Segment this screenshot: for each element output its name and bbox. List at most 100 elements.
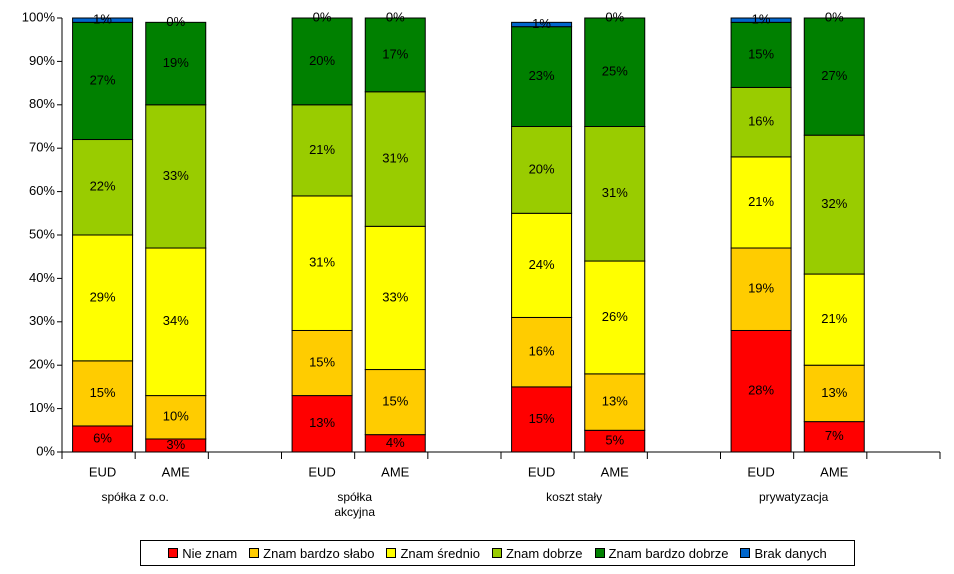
legend-item: Znam dobrze [491, 545, 583, 561]
x-tick-label: EUD [528, 464, 555, 479]
value-label: 15% [748, 46, 774, 61]
x-tick-label: EUD [308, 464, 335, 479]
bar-segment [511, 26, 573, 127]
value-label: 21% [309, 142, 335, 157]
value-label: 15% [309, 354, 335, 369]
y-tick-label: 0% [36, 443, 55, 458]
bar-segment [730, 21, 792, 88]
bar-segment [72, 234, 134, 362]
y-tick-label: 10% [29, 400, 55, 415]
value-label: 19% [748, 281, 774, 296]
value-label: 10% [163, 409, 189, 424]
value-label: 25% [602, 64, 628, 79]
legend-swatch [594, 548, 605, 558]
value-label: 15% [90, 385, 116, 400]
x-tick-label: AME [601, 464, 630, 479]
value-label: 20% [309, 53, 335, 68]
value-label: 5% [605, 433, 624, 448]
bar-segment [803, 273, 865, 366]
legend-item: Znam bardzo słabo [249, 546, 374, 561]
legend-item: Nie znam [168, 546, 237, 561]
bar-segment [145, 104, 207, 249]
y-tick-label: 60% [29, 183, 55, 198]
x-tick-label: AME [162, 464, 191, 479]
legend-item: Brak danych [740, 545, 827, 561]
bar-segment [803, 364, 865, 423]
group-label: prywatyzacja [758, 490, 829, 504]
legend-label: Brak danych [754, 545, 827, 561]
value-label: 27% [821, 68, 847, 83]
bar-segment [511, 21, 573, 28]
bar-segment [291, 329, 353, 397]
legend-swatch [168, 548, 179, 558]
y-tick-label: 50% [29, 226, 55, 241]
value-label: 23% [529, 68, 555, 83]
value-label: 1% [532, 16, 551, 31]
y-tick-label: 90% [29, 53, 55, 68]
bar-segment [364, 369, 426, 436]
bar-segment [803, 17, 865, 136]
legend-label: Znam bardzo słabo [263, 545, 375, 561]
value-label: 0% [605, 9, 624, 24]
value-label: 6% [93, 430, 112, 445]
bar-segment [145, 247, 207, 397]
value-label: 0% [386, 9, 405, 24]
bar-segment [730, 17, 792, 23]
legend-swatch [491, 548, 502, 558]
bar-segment [72, 21, 134, 141]
legend: Nie znam Znam bardzo słabo Znam średnio Zna… [140, 540, 855, 566]
value-label: 13% [602, 394, 628, 409]
value-label: 16% [748, 114, 774, 129]
value-label: 33% [382, 289, 408, 304]
bar-segment [364, 17, 426, 93]
value-label: 31% [382, 150, 408, 165]
value-label: 0% [313, 9, 332, 24]
x-tick-label: AME [381, 464, 410, 479]
value-label: 21% [821, 311, 847, 326]
bar-segment [72, 360, 134, 427]
bar-segment [145, 21, 207, 106]
legend-label: Znam dobrze [505, 545, 583, 561]
bar-segment [511, 386, 573, 453]
value-label: 34% [163, 313, 189, 328]
y-tick-label: 40% [29, 270, 55, 285]
value-label: 0% [825, 9, 844, 24]
value-label: 33% [163, 168, 189, 183]
value-label: 31% [602, 185, 628, 200]
bar-segment [803, 134, 865, 275]
bar-segment [291, 395, 353, 453]
value-label: 3% [166, 437, 185, 452]
y-tick-label: 100% [22, 9, 56, 24]
value-label: 7% [825, 428, 844, 443]
value-label: 17% [382, 46, 408, 61]
legend-swatch [249, 548, 260, 558]
bar-segment [730, 247, 792, 331]
x-tick-label: EUD [89, 464, 116, 479]
value-label: 32% [821, 196, 847, 211]
value-label: 26% [602, 309, 628, 324]
value-label: 24% [529, 257, 555, 272]
bar-segment [584, 17, 646, 127]
legend-item: Znam bardzo dobrze [594, 546, 728, 561]
bar-segment [511, 126, 573, 214]
bar-segment [145, 395, 207, 440]
value-label: 22% [90, 179, 116, 194]
bar-segment [72, 425, 134, 453]
value-label: 20% [529, 161, 555, 176]
y-tick-label: 70% [29, 140, 55, 155]
value-label: 16% [529, 344, 555, 359]
legend-item: Znam średnio [386, 546, 480, 561]
legend-swatch [386, 548, 397, 558]
value-label: 21% [748, 194, 774, 209]
value-label: 31% [309, 255, 335, 270]
value-label: 29% [90, 289, 116, 304]
y-tick-label: 20% [29, 357, 55, 372]
value-label: 15% [529, 411, 555, 426]
value-label: 4% [386, 435, 405, 450]
y-tick-label: 80% [29, 96, 55, 111]
value-label: 19% [163, 55, 189, 70]
bar-segment [364, 91, 426, 227]
legend-label: Nie znam [182, 545, 238, 561]
